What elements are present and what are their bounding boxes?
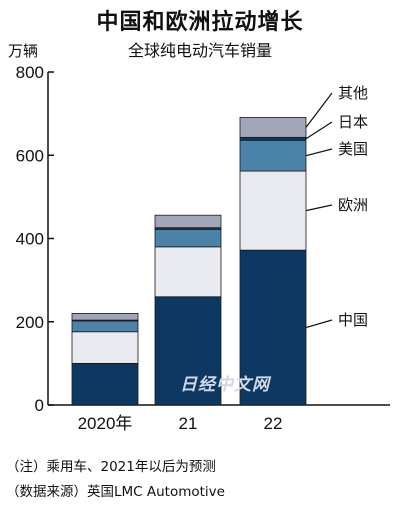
legend-label: 美国: [338, 140, 368, 158]
x-category-label: 21: [179, 414, 198, 433]
legend-label: 中国: [338, 311, 368, 329]
bar-segment: [239, 116, 307, 138]
stacked-bar-chart: 0 200 400 600 800 2020年 21 22 中国 欧洲 美国 日本 其他: [16, 63, 390, 433]
bar-segment: [239, 249, 307, 406]
leader-line: [305, 148, 333, 157]
y-tick-label: 200: [16, 313, 44, 332]
leader-line: [305, 319, 333, 329]
y-tick-label: 600: [16, 146, 44, 165]
leader-line: [305, 92, 333, 128]
bar-segment: [154, 214, 222, 229]
bar-segment: [71, 331, 139, 364]
leader-line: [305, 121, 333, 140]
bar-segment: [154, 296, 222, 406]
y-tick-label: 800: [16, 63, 44, 82]
chart-subtitle: 全球纯电动汽车销量: [127, 41, 272, 60]
x-category-label: 2020年: [78, 414, 133, 433]
footnote-source: （数据来源）英国LMC Automotive: [6, 484, 225, 500]
chart-title: 中国和欧洲拉动增长: [96, 10, 304, 35]
bar-segment: [154, 228, 222, 248]
legend-label: 其他: [338, 84, 368, 102]
footnote-note: （注）乘用车、2021年以后为预测: [6, 459, 216, 475]
watermark: 日经中文网: [180, 375, 270, 395]
x-category-label: 22: [264, 414, 283, 433]
leader-line: [305, 204, 333, 212]
bar-segment: [239, 170, 307, 251]
bar-segment: [239, 136, 307, 141]
y-tick-label: 0: [35, 396, 44, 415]
bar-segment: [239, 139, 307, 172]
bar-segment: [71, 320, 139, 333]
bar-segment: [71, 362, 139, 406]
legend-label: 欧洲: [338, 196, 368, 214]
legend-label: 日本: [338, 113, 368, 131]
y-axis-unit: 万辆: [8, 42, 39, 60]
y-tick-label: 400: [16, 230, 44, 249]
bar-segment: [154, 246, 222, 298]
bar-segment: [71, 313, 139, 321]
